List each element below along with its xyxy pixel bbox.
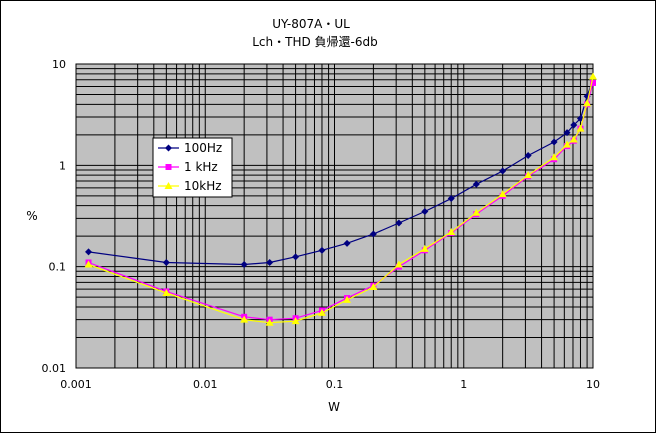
y-tick-label: 0.1 — [49, 261, 67, 274]
data-point — [589, 72, 597, 80]
x-axis-label: W — [328, 400, 340, 414]
data-point — [162, 288, 171, 296]
data-point — [394, 260, 403, 268]
x-tick-label: 0.1 — [326, 378, 344, 391]
data-point — [240, 315, 249, 323]
legend-item: 1 kHz — [158, 160, 218, 174]
tick-labels: 0.001 0.01 0.1 1 10 0.01 0.1 1 10 — [42, 58, 601, 391]
data-point — [265, 318, 274, 326]
legend-item: 100Hz — [158, 141, 222, 155]
data-point — [343, 239, 351, 247]
legend-label: 10kHz — [184, 179, 222, 193]
chart-subtitle: Lch・THD 負帰還-6db — [252, 35, 378, 49]
data-point — [563, 129, 571, 137]
plot-border — [75, 63, 594, 369]
legend-label: 1 kHz — [184, 160, 218, 174]
chart-title: UY-807A・UL — [272, 17, 350, 31]
x-tick-label: 10 — [586, 378, 600, 391]
data-point — [85, 248, 93, 256]
data-point — [162, 258, 170, 266]
data-point — [343, 295, 352, 303]
data-point — [240, 261, 248, 269]
y-tick-label: 0.01 — [42, 362, 67, 375]
data-point — [524, 152, 532, 160]
legend-marker — [165, 164, 172, 170]
data-point — [266, 258, 274, 266]
y-tick-label: 10 — [52, 58, 66, 71]
x-tick-label: 0.001 — [60, 378, 92, 391]
legend-item: 10kHz — [158, 179, 222, 193]
data-point — [395, 219, 403, 227]
series-0 — [85, 76, 597, 269]
data-point — [472, 208, 481, 216]
legend-marker — [165, 144, 172, 152]
series-2 — [84, 72, 597, 326]
data-point — [292, 253, 300, 261]
data-point — [447, 195, 455, 203]
data-point — [291, 317, 300, 325]
data-point — [447, 227, 456, 235]
y-axis-label: % — [26, 209, 37, 223]
series-group — [84, 72, 597, 326]
data-point — [318, 246, 326, 254]
legend: 100Hz 1 kHz 10kHz — [152, 137, 233, 198]
data-point — [369, 230, 377, 238]
data-point — [570, 121, 578, 129]
x-tick-label: 1 — [460, 378, 467, 391]
data-point — [583, 99, 592, 107]
legend-label: 100Hz — [184, 141, 222, 155]
data-point — [317, 308, 326, 316]
data-point — [499, 167, 507, 175]
data-point — [420, 244, 429, 252]
grid-lines — [75, 63, 594, 369]
data-point — [563, 140, 572, 148]
data-point — [576, 124, 585, 132]
data-point — [421, 208, 429, 216]
y-tick-label: 1 — [59, 159, 66, 172]
data-point — [498, 190, 507, 198]
data-point — [84, 260, 93, 268]
data-point — [590, 79, 596, 86]
data-point — [569, 135, 578, 143]
x-tick-label: 0.01 — [193, 378, 218, 391]
data-point — [524, 171, 533, 179]
data-point — [550, 138, 558, 146]
legend-marker — [164, 182, 173, 189]
data-point — [550, 153, 559, 161]
data-point — [472, 180, 480, 188]
data-point — [369, 283, 378, 291]
